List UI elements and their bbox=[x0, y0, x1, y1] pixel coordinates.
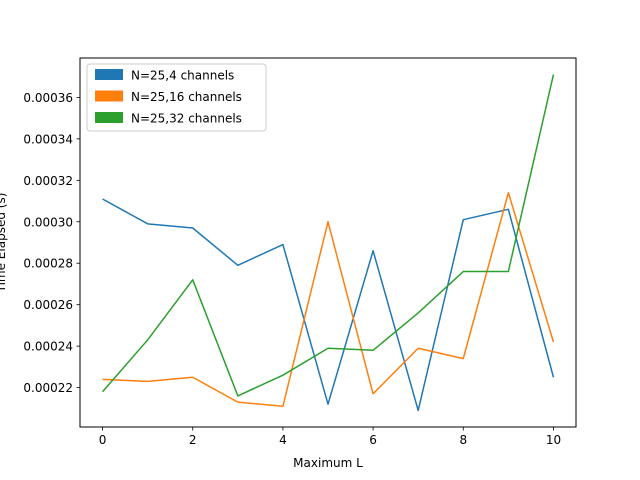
legend-box bbox=[86, 63, 267, 132]
y-axis: 0.00022 0.00024 0.00026 0.00028 0.00030 0.000… bbox=[23, 91, 80, 395]
y-axis-label: Time Elapsed (s) bbox=[0, 193, 8, 294]
legend-swatch-1 bbox=[95, 69, 123, 80]
x-axis: 0 2 4 6 8 10 bbox=[99, 427, 561, 447]
x-tick-label: 2 bbox=[189, 433, 197, 447]
legend-label-2: N=25,16 channels bbox=[131, 90, 242, 104]
y-tick-label: 0.00030 bbox=[23, 215, 73, 229]
y-tick-label: 0.00036 bbox=[23, 91, 73, 105]
y-tick-label: 0.00028 bbox=[23, 257, 73, 271]
legend-label-1: N=25,4 channels bbox=[131, 69, 234, 83]
x-tick-label: 8 bbox=[459, 433, 467, 447]
legend-label-3: N=25,32 channels bbox=[131, 112, 242, 126]
legend-swatch-3 bbox=[95, 112, 123, 123]
series-line-2 bbox=[102, 192, 555, 408]
y-tick-label: 0.00032 bbox=[23, 174, 73, 188]
y-tick-label: 0.00024 bbox=[23, 340, 73, 354]
y-tick-label: 0.00026 bbox=[23, 298, 73, 312]
x-tick-label: 6 bbox=[369, 433, 377, 447]
x-tick-label: 4 bbox=[279, 433, 287, 447]
y-tick-label: 0.00022 bbox=[23, 381, 73, 395]
plot-area-frame bbox=[79, 57, 577, 428]
y-tick-label: 0.00034 bbox=[23, 132, 73, 146]
series-line-1 bbox=[102, 198, 555, 412]
x-tick-label: 0 bbox=[99, 433, 107, 447]
legend: N=25,4 channels N=25,16 channels N=25,32 c… bbox=[86, 63, 267, 132]
series-layer bbox=[101, 74, 555, 412]
x-axis-label: Maximum L bbox=[293, 456, 363, 470]
legend-swatch-2 bbox=[95, 90, 123, 102]
x-tick-label: 10 bbox=[546, 433, 561, 447]
series-line-3 bbox=[101, 74, 555, 397]
